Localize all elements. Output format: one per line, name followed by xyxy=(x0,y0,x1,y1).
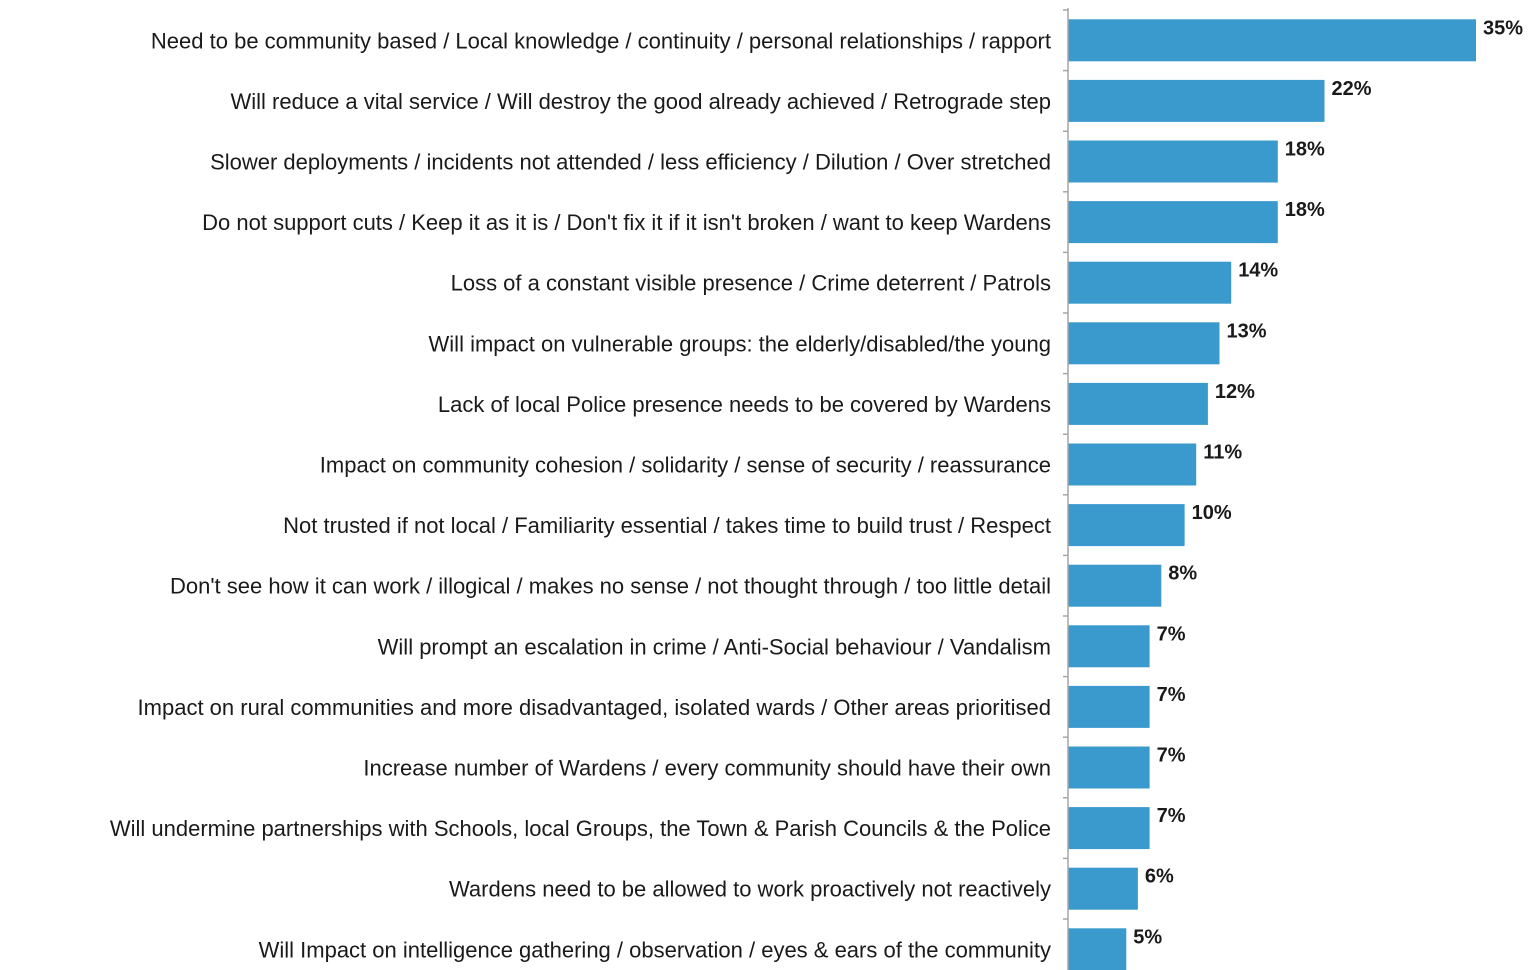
bar xyxy=(1068,867,1138,910)
bars-layer xyxy=(1068,19,1476,970)
bar xyxy=(1068,201,1278,244)
category-label: Will impact on vulnerable groups: the el… xyxy=(429,331,1051,356)
bar xyxy=(1068,928,1127,970)
bar xyxy=(1068,79,1325,122)
bar xyxy=(1068,261,1232,304)
value-label: 8% xyxy=(1168,563,1197,585)
bar xyxy=(1068,19,1476,62)
value-label: 18% xyxy=(1285,199,1325,221)
category-label: Slower deployments / incidents not atten… xyxy=(210,150,1051,175)
labels-layer: Need to be community based / Local knowl… xyxy=(110,17,1523,962)
category-label: Increase number of Wardens / every commu… xyxy=(363,756,1051,781)
value-label: 11% xyxy=(1203,442,1242,464)
category-label: Need to be community based / Local knowl… xyxy=(151,28,1051,53)
category-label: Loss of a constant visible presence / Cr… xyxy=(451,271,1051,296)
category-label: Will prompt an escalation in crime / Ant… xyxy=(378,634,1051,659)
value-label: 22% xyxy=(1332,78,1372,100)
bar xyxy=(1068,322,1220,365)
bar xyxy=(1068,382,1208,425)
value-label: 7% xyxy=(1157,745,1186,767)
bar xyxy=(1068,807,1150,850)
value-label: 6% xyxy=(1145,866,1174,888)
category-label: Will Impact on intelligence gathering / … xyxy=(259,937,1051,962)
category-label: Do not support cuts / Keep it as it is /… xyxy=(202,210,1051,235)
category-label: Impact on community cohesion / solidarit… xyxy=(320,453,1051,478)
value-label: 7% xyxy=(1157,805,1186,827)
value-label: 7% xyxy=(1157,684,1186,706)
category-label: Not trusted if not local / Familiarity e… xyxy=(283,513,1051,538)
bar xyxy=(1068,140,1278,183)
category-label: Impact on rural communities and more dis… xyxy=(138,695,1051,720)
value-label: 12% xyxy=(1215,381,1255,403)
category-label: Will reduce a vital service / Will destr… xyxy=(231,89,1052,114)
category-label: Will undermine partnerships with Schools… xyxy=(110,816,1051,841)
bar xyxy=(1068,685,1150,728)
value-label: 5% xyxy=(1133,926,1162,948)
bar xyxy=(1068,504,1185,547)
value-label: 18% xyxy=(1285,139,1325,161)
bar xyxy=(1068,443,1197,486)
bar xyxy=(1068,625,1150,668)
bar xyxy=(1068,746,1150,789)
category-label: Wardens need to be allowed to work proac… xyxy=(449,877,1051,902)
value-label: 10% xyxy=(1192,502,1232,524)
value-label: 14% xyxy=(1238,260,1278,282)
value-label: 7% xyxy=(1157,623,1186,645)
value-label: 35% xyxy=(1483,17,1523,39)
category-label: Lack of local Police presence needs to b… xyxy=(438,392,1051,417)
bar xyxy=(1068,564,1162,607)
value-label: 13% xyxy=(1227,320,1267,342)
axis-layer xyxy=(1063,8,1069,970)
category-label: Don't see how it can work / illogical / … xyxy=(170,574,1051,599)
